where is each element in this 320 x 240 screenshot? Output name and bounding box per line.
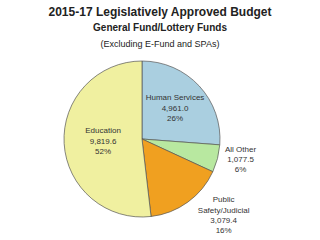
svg-text:Human Services4,961.026%: Human Services4,961.026% [146,93,205,123]
svg-text:2015-17 Legislatively Approved: 2015-17 Legislatively Approved BudgetGen… [49,5,272,49]
svg-text:All Other1,077.56%: All Other1,077.56% [225,145,256,175]
svg-text:Education9,819.652%: Education9,819.652% [85,126,121,156]
svg-text:PublicSafety/Judicial3,079.416: PublicSafety/Judicial3,079.416% [198,195,250,235]
